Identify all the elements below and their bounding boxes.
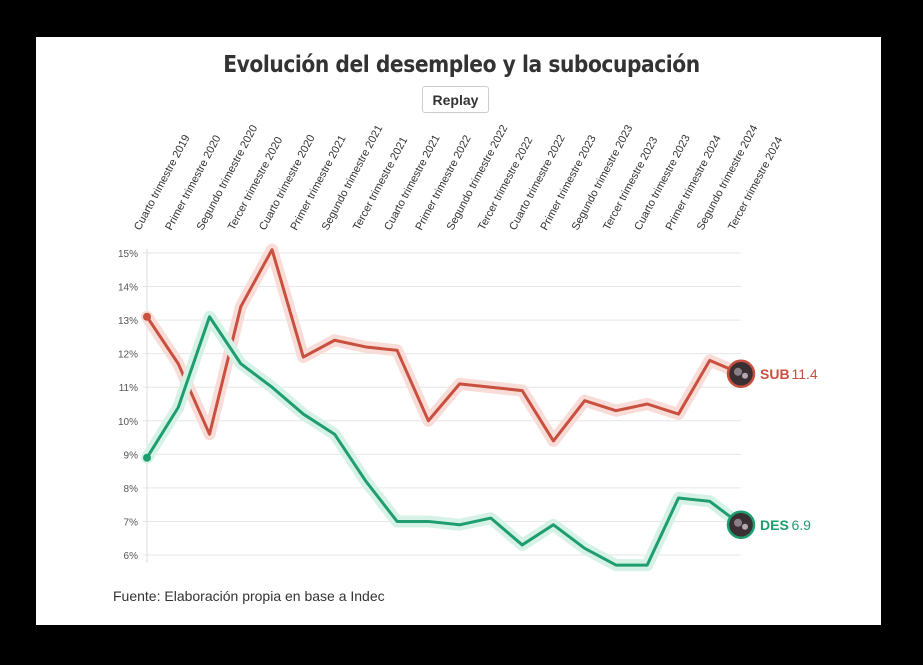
y-tick-label: 12% bbox=[118, 350, 138, 361]
avatar-detail bbox=[734, 367, 742, 376]
data-point-start bbox=[143, 312, 151, 321]
x-tick-label: Primer trimestre 2021 bbox=[288, 133, 348, 232]
end-value-des: 6.9 bbox=[792, 517, 812, 533]
source-note: Fuente: Elaboración propia en base a Ind… bbox=[113, 588, 385, 604]
chart-title: Evolución del desempleo y la subocupació… bbox=[223, 52, 700, 78]
x-tick-label: Cuarto trimestre 2022 bbox=[507, 133, 568, 233]
x-tick-label: Segundo trimestre 2021 bbox=[320, 123, 386, 232]
x-tick-label: Cuarto trimestre 2023 bbox=[632, 133, 693, 233]
data-point-start bbox=[143, 453, 151, 462]
avatar-detail bbox=[742, 372, 748, 379]
x-tick-label: Segundo trimestre 2022 bbox=[445, 123, 511, 232]
y-tick-label: 15% bbox=[118, 249, 138, 260]
x-tick-label: Primer trimestre 2022 bbox=[413, 133, 473, 232]
series-line-sub bbox=[145, 248, 742, 443]
y-tick-label: 14% bbox=[118, 283, 138, 294]
y-tick-label: 8% bbox=[124, 484, 139, 495]
y-tick-label: 7% bbox=[124, 517, 139, 528]
y-tick-label: 9% bbox=[124, 450, 139, 461]
x-tick-label: Cuarto trimestre 2019 bbox=[132, 133, 193, 233]
x-tick-label: Primer trimestre 2023 bbox=[538, 133, 598, 232]
y-tick-label: 11% bbox=[119, 383, 138, 394]
x-tick-label: Primer trimestre 2020 bbox=[163, 133, 223, 232]
y-tick-label: 10% bbox=[118, 417, 138, 428]
end-value-sub: 11.4 bbox=[792, 366, 818, 382]
y-tick-label: 13% bbox=[118, 316, 138, 327]
x-tick-label: Segundo trimestre 2020 bbox=[195, 123, 261, 232]
replay-button[interactable]: Replay bbox=[422, 86, 489, 113]
series-halo-sub bbox=[141, 243, 747, 447]
series-line-des bbox=[145, 315, 742, 567]
y-tick-label: 6% bbox=[124, 551, 139, 562]
avatar-detail bbox=[734, 518, 742, 527]
x-tick-label: Primer trimestre 2024 bbox=[664, 133, 724, 232]
x-tick-label: Cuarto trimestre 2020 bbox=[257, 133, 318, 233]
x-tick-label: Segundo trimestre 2024 bbox=[695, 123, 761, 232]
end-label-sub: SUB bbox=[760, 366, 790, 382]
x-tick-label: Segundo trimestre 2023 bbox=[570, 123, 636, 232]
avatar-detail bbox=[742, 523, 748, 530]
x-tick-label: Cuarto trimestre 2021 bbox=[382, 133, 443, 233]
end-label-des: DES bbox=[760, 517, 789, 533]
